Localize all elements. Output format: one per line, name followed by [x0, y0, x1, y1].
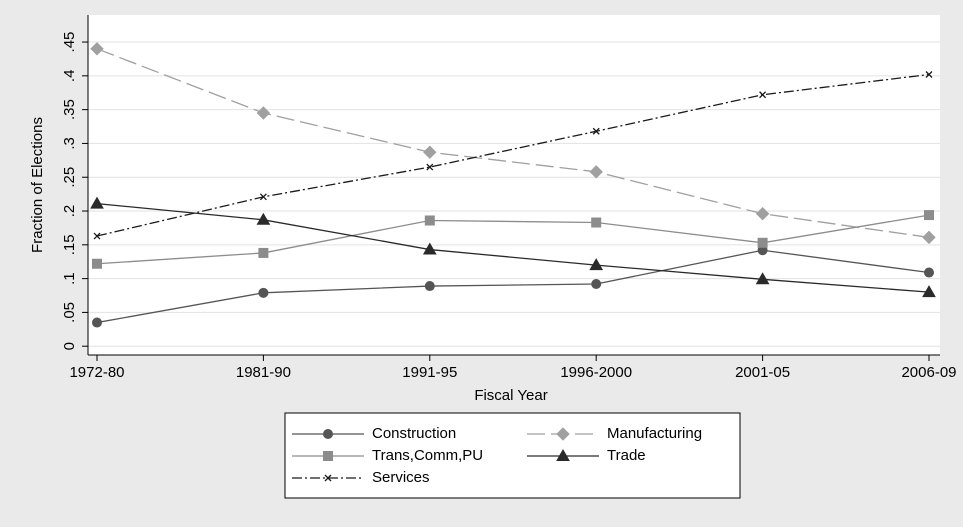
point: [591, 217, 602, 228]
series-line: [96, 249, 930, 324]
point: [258, 247, 269, 258]
point: [922, 285, 936, 298]
y-tick-label: .2: [61, 205, 78, 218]
legend-label: Manufacturing: [607, 425, 702, 442]
point: [925, 71, 933, 78]
legend-label: Trans,Comm,PU: [372, 447, 483, 464]
point: [424, 215, 435, 226]
x-tick-label: 2001-05: [735, 364, 790, 381]
y-tick-label: .25: [61, 167, 78, 188]
point: [90, 42, 104, 56]
point: [93, 232, 101, 240]
point: [755, 272, 770, 285]
plot-area: [88, 15, 940, 355]
series-line: [96, 48, 930, 239]
point: [759, 91, 767, 99]
point: [256, 212, 271, 225]
y-tick-label: .4: [61, 70, 78, 83]
point: [755, 207, 770, 221]
y-tick-label: .1: [61, 272, 78, 285]
legend-marker: [556, 448, 570, 461]
x-tick-label: 1972-80: [69, 364, 124, 381]
point: [591, 279, 602, 290]
x-tick-label: 2006-09: [901, 364, 956, 381]
y-tick-label: .45: [61, 32, 78, 53]
legend-label: Services: [372, 469, 430, 486]
point: [92, 317, 102, 328]
point: [924, 210, 934, 221]
point: [424, 281, 435, 292]
y-tick-label: .05: [61, 302, 78, 323]
point: [924, 267, 934, 278]
point: [90, 196, 104, 209]
point: [256, 106, 271, 120]
point: [258, 287, 269, 298]
legend-marker: [556, 427, 570, 441]
point: [92, 258, 102, 269]
x-tick-label: 1991-95: [402, 364, 457, 381]
series-line: [96, 73, 930, 237]
point: [589, 258, 604, 271]
point: [757, 237, 768, 248]
y-tick-label: .3: [61, 137, 78, 150]
x-tick-label: 1996-2000: [560, 364, 632, 381]
point: [592, 127, 600, 135]
point: [422, 242, 437, 255]
y-tick-label: .15: [61, 234, 78, 255]
series-line: [96, 214, 930, 265]
x-axis-title: Fiscal Year: [474, 387, 547, 404]
x-tick-label: 1981-90: [236, 364, 291, 381]
point: [922, 230, 936, 245]
y-tick-label: .35: [61, 99, 78, 120]
point: [423, 145, 437, 159]
series-line: [96, 202, 930, 293]
legend-marker: [323, 451, 333, 461]
point: [589, 165, 603, 179]
legend-marker: [324, 474, 332, 482]
point: [426, 163, 434, 171]
legend-label: Construction: [372, 425, 456, 442]
legend-label: Trade: [607, 447, 646, 464]
y-tick-label: 0: [61, 342, 78, 350]
y-axis-title: Fraction of Elections: [29, 117, 46, 253]
point: [259, 193, 267, 201]
legend-marker: [323, 429, 333, 439]
